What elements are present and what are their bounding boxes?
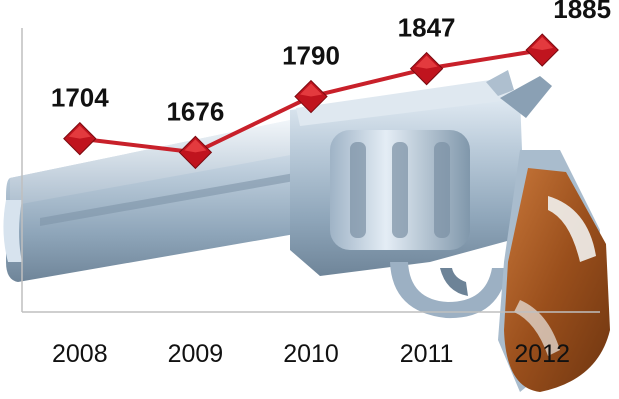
data-label: 1676 [166, 96, 224, 126]
data-label: 1790 [282, 41, 340, 71]
x-tick-label: 2011 [400, 340, 454, 368]
data-markers [63, 33, 559, 170]
data-point-marker [525, 33, 559, 67]
x-tick-label: 2010 [283, 340, 339, 368]
data-label: 1847 [398, 13, 456, 43]
x-axis-tick-labels: 2008 2009 2010 2011 2012 [52, 340, 570, 368]
data-label: 1704 [51, 83, 109, 113]
data-point-marker [178, 135, 213, 170]
x-tick-label: 2008 [52, 340, 108, 368]
data-label: 1885 [553, 0, 611, 24]
revolver-picture [3, 70, 610, 392]
data-point-marker [409, 51, 444, 86]
data-point-marker [63, 121, 97, 156]
data-labels: 1704 1676 1790 1847 1885 [51, 0, 611, 126]
x-tick-label: 2012 [514, 340, 570, 368]
data-point-marker [294, 79, 328, 114]
x-tick-label: 2009 [168, 340, 224, 368]
